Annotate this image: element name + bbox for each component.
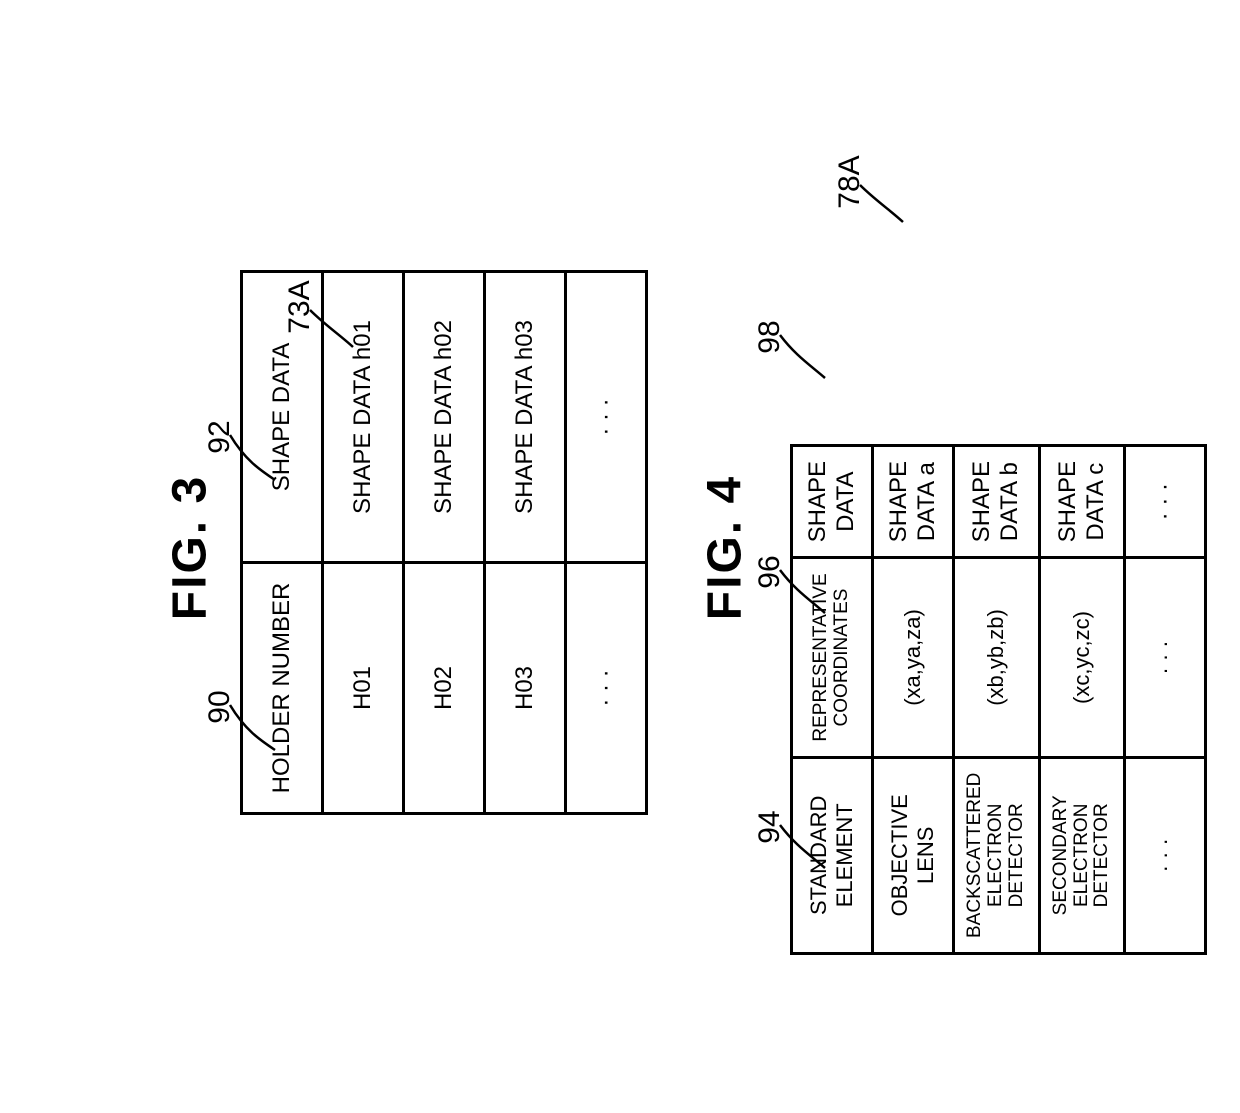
table-row: · · · · · · · · · bbox=[1125, 446, 1206, 954]
fig3-cell: H02 bbox=[404, 563, 485, 814]
fig4-cell: OBJECTIVE LENS bbox=[873, 757, 954, 953]
fig4-cell: BACKSCATTERED ELECTRON DETECTOR bbox=[954, 757, 1040, 953]
fig4-cell: (xa,ya,za) bbox=[873, 558, 954, 757]
table-row: OBJECTIVE LENS (xa,ya,za) SHAPE DATA a bbox=[873, 446, 954, 954]
table-row: · · · · · · bbox=[566, 272, 647, 814]
fig4-cell: SHAPE DATA a bbox=[873, 446, 954, 558]
fig4-title: FIG. 4 bbox=[698, 448, 753, 648]
table-row: SECONDARY ELECTRON DETECTOR (xc,yc,zc) S… bbox=[1039, 446, 1125, 954]
table-row: H02 SHAPE DATA h02 bbox=[404, 272, 485, 814]
fig3-cell: H01 bbox=[323, 563, 404, 814]
callout-curve-icon bbox=[305, 305, 365, 355]
fig3-cell: H03 bbox=[485, 563, 566, 814]
fig4-header-row: STANDARD ELEMENT REPRESENTATIVE COORDINA… bbox=[792, 446, 873, 954]
fig3-table: HOLDER NUMBER SHAPE DATA H01 SHAPE DATA … bbox=[240, 270, 648, 815]
callout-curve-icon bbox=[855, 180, 915, 230]
fig4-cell: (xc,yc,zc) bbox=[1039, 558, 1125, 757]
fig4-col2-header: SHAPE DATA bbox=[792, 446, 873, 558]
fig4-cell: · · · bbox=[1125, 757, 1206, 953]
fig3-col0-header: HOLDER NUMBER bbox=[242, 563, 323, 814]
callout-curve-icon bbox=[775, 330, 835, 385]
callout-curve-icon bbox=[225, 430, 285, 490]
callout-curve-icon bbox=[775, 565, 835, 620]
fig3-cell: SHAPE DATA h03 bbox=[485, 272, 566, 563]
fig4-cell: SHAPE DATA c bbox=[1039, 446, 1125, 558]
table-row: BACKSCATTERED ELECTRON DETECTOR (xb,yb,z… bbox=[954, 446, 1040, 954]
fig3-cell: · · · bbox=[566, 272, 647, 563]
callout-curve-icon bbox=[225, 700, 285, 760]
fig3-title: FIG. 3 bbox=[163, 448, 218, 648]
fig4-cell: SECONDARY ELECTRON DETECTOR bbox=[1039, 757, 1125, 953]
fig4-table: STANDARD ELEMENT REPRESENTATIVE COORDINA… bbox=[790, 444, 1207, 955]
fig4-cell: · · · bbox=[1125, 558, 1206, 757]
table-row: H03 SHAPE DATA h03 bbox=[485, 272, 566, 814]
fig3-cell: · · · bbox=[566, 563, 647, 814]
fig4-cell: (xb,yb,zb) bbox=[954, 558, 1040, 757]
callout-curve-icon bbox=[775, 820, 835, 875]
fig3-cell: SHAPE DATA h02 bbox=[404, 272, 485, 563]
fig4-cell: · · · bbox=[1125, 446, 1206, 558]
fig4-cell: SHAPE DATA b bbox=[954, 446, 1040, 558]
